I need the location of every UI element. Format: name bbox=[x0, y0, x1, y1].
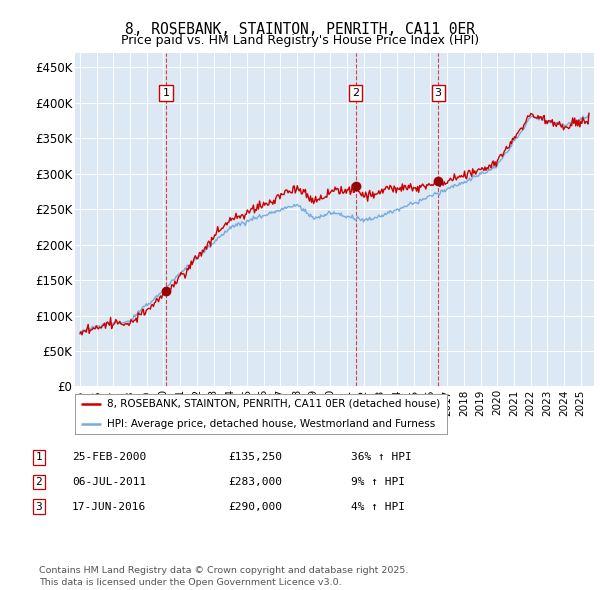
Text: £283,000: £283,000 bbox=[228, 477, 282, 487]
Text: 3: 3 bbox=[35, 502, 43, 512]
Text: Contains HM Land Registry data © Crown copyright and database right 2025.
This d: Contains HM Land Registry data © Crown c… bbox=[39, 566, 409, 587]
Text: Price paid vs. HM Land Registry's House Price Index (HPI): Price paid vs. HM Land Registry's House … bbox=[121, 34, 479, 47]
Text: 17-JUN-2016: 17-JUN-2016 bbox=[72, 502, 146, 512]
Text: 1: 1 bbox=[35, 453, 43, 462]
Text: 2: 2 bbox=[352, 88, 359, 98]
Text: 2: 2 bbox=[35, 477, 43, 487]
Text: £135,250: £135,250 bbox=[228, 453, 282, 462]
Text: 3: 3 bbox=[434, 88, 442, 98]
Text: 8, ROSEBANK, STAINTON, PENRITH, CA11 0ER (detached house): 8, ROSEBANK, STAINTON, PENRITH, CA11 0ER… bbox=[107, 399, 440, 408]
Text: 8, ROSEBANK, STAINTON, PENRITH, CA11 0ER: 8, ROSEBANK, STAINTON, PENRITH, CA11 0ER bbox=[125, 22, 475, 37]
Text: 36% ↑ HPI: 36% ↑ HPI bbox=[351, 453, 412, 462]
Text: 4% ↑ HPI: 4% ↑ HPI bbox=[351, 502, 405, 512]
Text: 25-FEB-2000: 25-FEB-2000 bbox=[72, 453, 146, 462]
Text: £290,000: £290,000 bbox=[228, 502, 282, 512]
Text: 06-JUL-2011: 06-JUL-2011 bbox=[72, 477, 146, 487]
Text: 9% ↑ HPI: 9% ↑ HPI bbox=[351, 477, 405, 487]
Text: HPI: Average price, detached house, Westmorland and Furness: HPI: Average price, detached house, West… bbox=[107, 419, 435, 428]
Text: 1: 1 bbox=[163, 88, 169, 98]
